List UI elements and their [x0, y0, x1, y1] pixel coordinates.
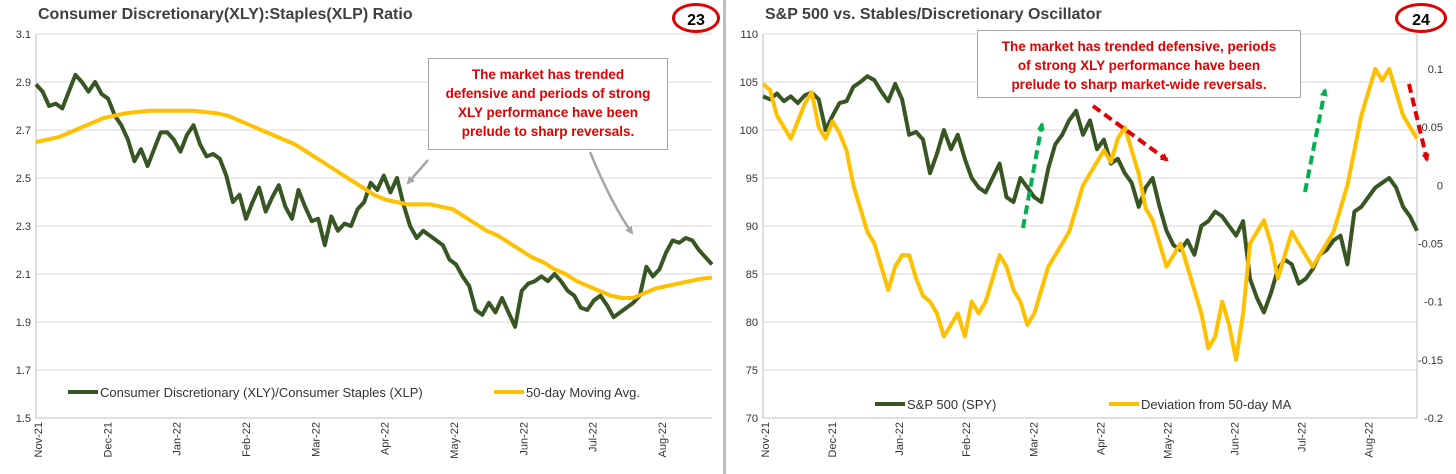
left-chart-panel: Consumer Discretionary(XLY):Staples(XLP)…: [0, 0, 724, 474]
callout-line: XLY performance have been: [457, 105, 639, 120]
trend-arrow: [1303, 88, 1328, 193]
callout-line: prelude to sharp reversals.: [461, 124, 635, 139]
x-tick-label: Jun-22: [1230, 422, 1242, 456]
series-line-1: [35, 108, 713, 300]
trend-arrow: [1091, 104, 1169, 162]
x-tick-label: Mar-22: [1028, 422, 1040, 457]
y-tick-label: 2.1: [16, 269, 31, 281]
callout-line: The market has trended defensive, period…: [1001, 39, 1277, 54]
x-tick-label: Feb-22: [241, 422, 253, 457]
callout-arrow: [588, 151, 634, 235]
x-tick-label: Jul-22: [588, 422, 600, 452]
y2-tick-label: -0.15: [1418, 355, 1443, 367]
callout-line: of strong XLY performance have been: [1017, 58, 1261, 73]
y-tick-label: 75: [746, 365, 758, 377]
slide-number-badge: 23: [672, 3, 720, 33]
y-tick-label: 2.7: [16, 125, 31, 137]
y2-tick-label: -0.1: [1424, 297, 1443, 309]
x-tick-label: Dec-21: [102, 422, 114, 457]
y-tick-label: 2.9: [16, 77, 31, 89]
x-tick-label: Nov-21: [760, 422, 772, 457]
callout-arrow: [406, 159, 429, 185]
y-tick-label: 90: [746, 221, 758, 233]
y-tick-label: 1.7: [16, 365, 31, 377]
y-tick-label: 110: [740, 29, 758, 41]
y-tick-label: 2.5: [16, 173, 31, 185]
y-tick-label: 105: [740, 77, 758, 89]
annotation-callout: The market has trended defensive and peri…: [428, 58, 668, 150]
y2-tick-label: -0.2: [1424, 413, 1443, 425]
annotation-callout: The market has trended defensive, period…: [977, 30, 1301, 98]
y-tick-label: 95: [746, 173, 758, 185]
x-tick-label: Jun-22: [518, 422, 530, 456]
x-tick-label: Aug-22: [657, 422, 669, 457]
chart-right-svg: 110 105 100 95 90 85 80 75 70 0.1 0.05 0 -0.05 -0.1 -0…: [740, 29, 1443, 459]
y2-tick-label: 0: [1437, 180, 1443, 192]
slide-number-badge: 24: [1395, 3, 1447, 33]
y-tick-label: 3.1: [16, 29, 31, 41]
y-tick-label: 80: [746, 317, 758, 329]
y-tick-label: 1.9: [16, 317, 31, 329]
series-line-0: [762, 74, 1419, 315]
y-tick-label: 100: [740, 125, 758, 137]
y-tick-label: 70: [746, 413, 758, 425]
callout-line: prelude to sharp market-wide reversals.: [1011, 77, 1267, 92]
trend-arrow: [1021, 122, 1045, 229]
x-tick-label: Mar-22: [310, 422, 322, 457]
panel-divider: [723, 0, 726, 474]
x-tick-label: Dec-21: [827, 422, 839, 457]
y-tick-label: 2.3: [16, 221, 31, 233]
legend-label: S&P 500 (SPY): [907, 397, 996, 412]
x-tick-label: May-22: [1162, 422, 1174, 459]
series-line-1: [761, 66, 1419, 362]
callout-line: defensive and periods of strong: [445, 86, 651, 101]
callout-line: The market has trended: [471, 67, 625, 82]
x-tick-label: Apr-22: [1095, 422, 1107, 455]
y2-tick-label: 0.1: [1428, 64, 1443, 76]
legend-label: 50-day Moving Avg.: [526, 385, 640, 400]
right-chart-panel: S&P 500 vs. Stables/Discretionary Oscill…: [727, 0, 1456, 474]
chart-title: Consumer Discretionary(XLY):Staples(XLP)…: [38, 6, 413, 23]
x-tick-label: Nov-21: [33, 422, 45, 457]
chart-title: S&P 500 vs. Stables/Discretionary Oscill…: [765, 6, 1102, 23]
x-tick-label: Apr-22: [380, 422, 392, 455]
legend-label: Deviation from 50-day MA: [1141, 397, 1292, 412]
x-tick-label: Jul-22: [1297, 422, 1309, 452]
y-tick-label: 1.5: [16, 413, 31, 425]
x-tick-label: Aug-22: [1364, 422, 1376, 457]
x-tick-label: Jan-22: [894, 422, 906, 456]
series-line-0: [34, 72, 714, 329]
legend-label: Consumer Discretionary (XLY)/Consumer St…: [100, 385, 423, 400]
y-tick-label: 85: [746, 269, 758, 281]
x-tick-label: Jan-22: [172, 422, 184, 456]
y2-tick-label: 0.05: [1422, 122, 1443, 134]
x-tick-label: May-22: [449, 422, 461, 459]
y2-tick-label: -0.05: [1418, 238, 1443, 250]
x-tick-label: Feb-22: [961, 422, 973, 457]
